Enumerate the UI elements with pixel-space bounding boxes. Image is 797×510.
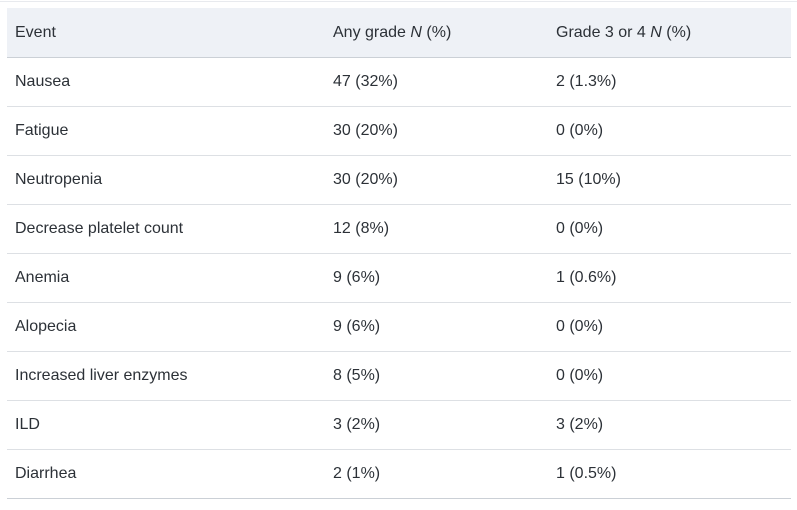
any-grade-cell: 3 (2%) bbox=[325, 400, 548, 450]
any-grade-cell: 30 (20%) bbox=[325, 106, 548, 156]
grade-3-4-cell: 3 (2%) bbox=[548, 400, 791, 450]
any-grade-cell: 8 (5%) bbox=[325, 351, 548, 401]
column-header-grade-3-4-suffix: (%) bbox=[661, 23, 692, 41]
any-grade-cell: 47 (32%) bbox=[325, 57, 548, 107]
grade-3-4-cell: 0 (0%) bbox=[548, 351, 791, 401]
event-cell: Decrease platelet count bbox=[7, 204, 325, 254]
grade-3-4-cell: 0 (0%) bbox=[548, 204, 791, 254]
column-header-event-label: Event bbox=[15, 23, 56, 41]
grade-3-4-cell: 0 (0%) bbox=[548, 106, 791, 156]
column-header-grade-3-4-n: N bbox=[650, 23, 662, 41]
grade-3-4-cell: 2 (1.3%) bbox=[548, 57, 791, 107]
event-cell: Nausea bbox=[7, 57, 325, 107]
event-cell: Neutropenia bbox=[7, 155, 325, 205]
column-header-any-grade-prefix: Any grade bbox=[333, 23, 411, 41]
event-cell: Anemia bbox=[7, 253, 325, 303]
table-header-row: Event Any grade N (%) Grade 3 or 4 N (%) bbox=[7, 8, 791, 58]
column-header-grade-3-4: Grade 3 or 4 N (%) bbox=[548, 8, 791, 58]
adverse-events-table: Event Any grade N (%) Grade 3 or 4 N (%)… bbox=[7, 8, 791, 499]
table-row: Alopecia 9 (6%) 0 (0%) bbox=[7, 302, 791, 352]
table-row: Diarrhea 2 (1%) 1 (0.5%) bbox=[7, 449, 791, 499]
page-top-divider bbox=[0, 1, 797, 2]
column-header-grade-3-4-prefix: Grade 3 or 4 bbox=[556, 23, 651, 41]
event-cell: ILD bbox=[7, 400, 325, 450]
table-row: Fatigue 30 (20%) 0 (0%) bbox=[7, 106, 791, 156]
grade-3-4-cell: 0 (0%) bbox=[548, 302, 791, 352]
any-grade-cell: 9 (6%) bbox=[325, 302, 548, 352]
grade-3-4-cell: 1 (0.6%) bbox=[548, 253, 791, 303]
event-cell: Increased liver enzymes bbox=[7, 351, 325, 401]
any-grade-cell: 30 (20%) bbox=[325, 155, 548, 205]
table-row: Increased liver enzymes 8 (5%) 0 (0%) bbox=[7, 351, 791, 401]
adverse-events-table-container: Event Any grade N (%) Grade 3 or 4 N (%)… bbox=[7, 8, 791, 499]
any-grade-cell: 9 (6%) bbox=[325, 253, 548, 303]
column-header-any-grade-n: N bbox=[410, 23, 422, 41]
table-row: Nausea 47 (32%) 2 (1.3%) bbox=[7, 57, 791, 107]
event-cell: Diarrhea bbox=[7, 449, 325, 499]
grade-3-4-cell: 1 (0.5%) bbox=[548, 449, 791, 499]
table-row: Anemia 9 (6%) 1 (0.6%) bbox=[7, 253, 791, 303]
table-row: Neutropenia 30 (20%) 15 (10%) bbox=[7, 155, 791, 205]
column-header-any-grade-suffix: (%) bbox=[421, 23, 452, 41]
event-cell: Alopecia bbox=[7, 302, 325, 352]
table-row: Decrease platelet count 12 (8%) 0 (0%) bbox=[7, 204, 791, 254]
any-grade-cell: 12 (8%) bbox=[325, 204, 548, 254]
event-cell: Fatigue bbox=[7, 106, 325, 156]
table-row: ILD 3 (2%) 3 (2%) bbox=[7, 400, 791, 450]
column-header-event: Event bbox=[7, 8, 325, 58]
any-grade-cell: 2 (1%) bbox=[325, 449, 548, 499]
column-header-any-grade: Any grade N (%) bbox=[325, 8, 548, 58]
grade-3-4-cell: 15 (10%) bbox=[548, 155, 791, 205]
